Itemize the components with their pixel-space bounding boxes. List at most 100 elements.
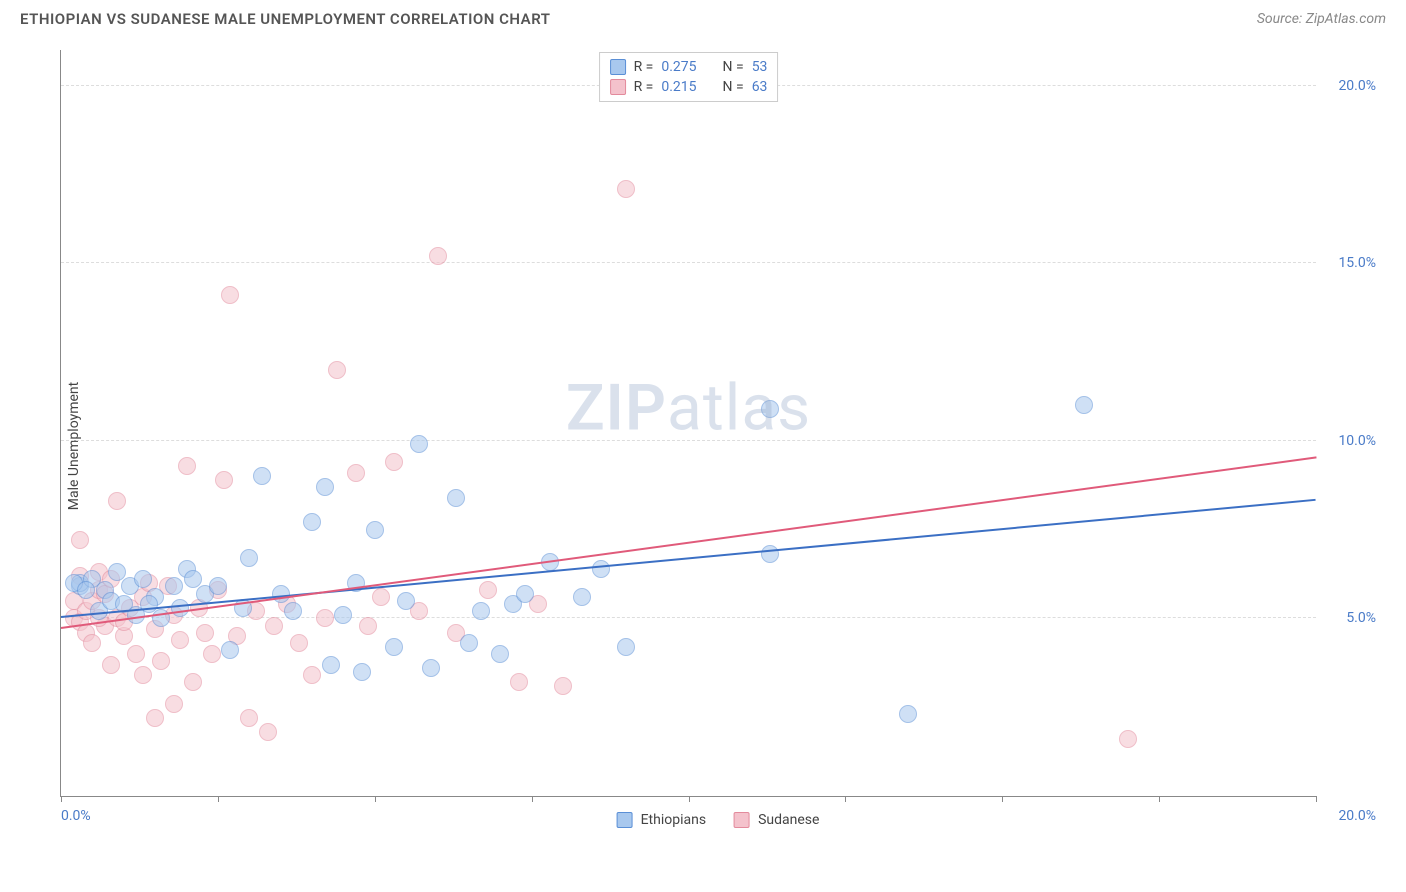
legend-item: Ethiopians xyxy=(617,812,706,828)
legend-n-label: N = xyxy=(723,79,744,95)
data-point-sudanese xyxy=(221,286,239,304)
data-point-sudanese xyxy=(347,464,365,482)
legend-row: R =0.215N =63 xyxy=(610,77,768,97)
y-tick-label: 10.0% xyxy=(1338,433,1376,449)
data-point-ethiopians xyxy=(334,606,352,624)
data-point-sudanese xyxy=(171,631,189,649)
legend-n-label: N = xyxy=(723,59,744,75)
data-point-sudanese xyxy=(83,634,101,652)
legend-swatch xyxy=(617,812,633,828)
data-point-sudanese xyxy=(372,588,390,606)
y-tick-label: 20.0% xyxy=(1338,78,1376,94)
legend-r-label: R = xyxy=(634,79,654,95)
data-point-ethiopians xyxy=(410,435,428,453)
data-point-ethiopians xyxy=(491,645,509,663)
data-point-ethiopians xyxy=(221,641,239,659)
data-point-sudanese xyxy=(265,617,283,635)
data-point-ethiopians xyxy=(165,577,183,595)
data-point-sudanese xyxy=(385,453,403,471)
chart-header: ETHIOPIAN VS SUDANESE MALE UNEMPLOYMENT … xyxy=(0,0,1406,33)
x-tick xyxy=(689,796,690,802)
data-point-sudanese xyxy=(102,656,120,674)
y-tick-label: 5.0% xyxy=(1346,610,1376,626)
watermark-zip: ZIP xyxy=(566,371,667,446)
x-tick xyxy=(1002,796,1003,802)
data-point-sudanese xyxy=(240,709,258,727)
data-point-sudanese xyxy=(146,709,164,727)
data-point-ethiopians xyxy=(516,585,534,603)
data-point-sudanese xyxy=(290,634,308,652)
data-point-ethiopians xyxy=(1075,396,1093,414)
data-point-ethiopians xyxy=(353,663,371,681)
data-point-ethiopians xyxy=(322,656,340,674)
data-point-sudanese xyxy=(215,471,233,489)
legend-item: Sudanese xyxy=(734,812,819,828)
data-point-ethiopians xyxy=(240,549,258,567)
legend-r-value: 0.275 xyxy=(661,59,696,75)
data-point-sudanese xyxy=(479,581,497,599)
legend-n-value: 63 xyxy=(752,79,768,95)
data-point-sudanese xyxy=(429,247,447,265)
watermark-atlas: atlas xyxy=(667,371,811,446)
data-point-sudanese xyxy=(108,492,126,510)
data-point-ethiopians xyxy=(171,599,189,617)
legend-label: Ethiopians xyxy=(641,812,706,828)
data-point-ethiopians xyxy=(140,595,158,613)
data-point-sudanese xyxy=(510,673,528,691)
legend-swatch xyxy=(610,79,626,95)
data-point-ethiopians xyxy=(422,659,440,677)
data-point-sudanese xyxy=(1119,730,1137,748)
data-point-sudanese xyxy=(259,723,277,741)
chart-title: ETHIOPIAN VS SUDANESE MALE UNEMPLOYMENT … xyxy=(20,10,550,28)
data-point-ethiopians xyxy=(303,513,321,531)
x-tick xyxy=(61,796,62,802)
data-point-ethiopians xyxy=(573,588,591,606)
legend-r-label: R = xyxy=(634,59,654,75)
data-point-sudanese xyxy=(328,361,346,379)
data-point-ethiopians xyxy=(472,602,490,620)
data-point-ethiopians xyxy=(397,592,415,610)
chart-container: ZIPatlas R =0.275N =53R =0.215N =63 5.0%… xyxy=(50,40,1386,842)
trend-line-sudanese xyxy=(61,457,1316,629)
legend-n-value: 53 xyxy=(752,59,768,75)
legend-correlation: R =0.275N =53R =0.215N =63 xyxy=(599,52,779,102)
data-point-ethiopians xyxy=(460,634,478,652)
data-point-sudanese xyxy=(617,180,635,198)
data-point-ethiopians xyxy=(209,577,227,595)
data-point-sudanese xyxy=(127,645,145,663)
data-point-sudanese xyxy=(71,531,89,549)
legend-series: Ethiopians Sudanese xyxy=(617,812,820,828)
data-point-ethiopians xyxy=(592,560,610,578)
legend-label: Sudanese xyxy=(758,812,819,828)
data-point-ethiopians xyxy=(385,638,403,656)
data-point-ethiopians xyxy=(617,638,635,656)
legend-swatch xyxy=(610,59,626,75)
legend-swatch xyxy=(734,812,750,828)
data-point-sudanese xyxy=(554,677,572,695)
x-tick xyxy=(845,796,846,802)
data-point-sudanese xyxy=(184,673,202,691)
data-point-sudanese xyxy=(152,652,170,670)
x-tick xyxy=(218,796,219,802)
data-point-ethiopians xyxy=(316,478,334,496)
x-tick-label: 20.0% xyxy=(1338,808,1376,824)
x-tick xyxy=(1159,796,1160,802)
x-tick-label: 0.0% xyxy=(61,808,91,824)
gridline xyxy=(61,440,1316,441)
data-point-sudanese xyxy=(316,609,334,627)
data-point-ethiopians xyxy=(284,602,302,620)
x-tick xyxy=(532,796,533,802)
data-point-ethiopians xyxy=(77,581,95,599)
data-point-ethiopians xyxy=(761,400,779,418)
data-point-sudanese xyxy=(178,457,196,475)
data-point-sudanese xyxy=(359,617,377,635)
x-tick xyxy=(1316,796,1317,802)
data-point-sudanese xyxy=(196,624,214,642)
gridline xyxy=(61,262,1316,263)
data-point-ethiopians xyxy=(899,705,917,723)
data-point-sudanese xyxy=(303,666,321,684)
data-point-ethiopians xyxy=(366,521,384,539)
source-attribution: Source: ZipAtlas.com xyxy=(1257,11,1386,27)
x-tick xyxy=(375,796,376,802)
y-tick-label: 15.0% xyxy=(1338,255,1376,271)
